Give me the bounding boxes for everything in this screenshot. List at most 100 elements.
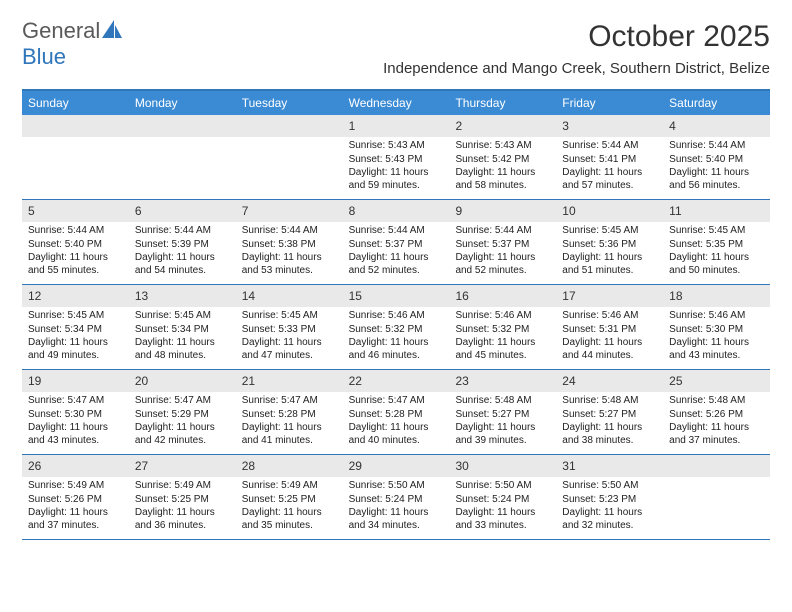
daylight-text: Daylight: 11 hours and 43 minutes. (669, 337, 764, 362)
day-number: 1 (343, 115, 450, 137)
sunset-text: Sunset: 5:26 PM (669, 409, 764, 422)
sunset-text: Sunset: 5:35 PM (669, 239, 764, 252)
sunset-text: Sunset: 5:34 PM (135, 324, 230, 337)
sunrise-text: Sunrise: 5:45 AM (135, 310, 230, 323)
daylight-text: Daylight: 11 hours and 51 minutes. (562, 252, 657, 277)
sunrise-text: Sunrise: 5:48 AM (562, 395, 657, 408)
dow-saturday: Saturday (663, 91, 770, 115)
daylight-text: Daylight: 11 hours and 46 minutes. (349, 337, 444, 362)
day-body: Sunrise: 5:45 AMSunset: 5:34 PMDaylight:… (129, 307, 236, 369)
day-number (22, 115, 129, 137)
sunrise-text: Sunrise: 5:44 AM (242, 225, 337, 238)
sunrise-text: Sunrise: 5:45 AM (562, 225, 657, 238)
daylight-text: Daylight: 11 hours and 45 minutes. (455, 337, 550, 362)
day-body: Sunrise: 5:50 AMSunset: 5:23 PMDaylight:… (556, 477, 663, 539)
sunset-text: Sunset: 5:40 PM (669, 154, 764, 167)
sunrise-text: Sunrise: 5:44 AM (349, 225, 444, 238)
sunrise-text: Sunrise: 5:44 AM (562, 140, 657, 153)
sunset-text: Sunset: 5:42 PM (455, 154, 550, 167)
day-number: 30 (449, 455, 556, 477)
day-body: Sunrise: 5:46 AMSunset: 5:31 PMDaylight:… (556, 307, 663, 369)
day-number: 20 (129, 370, 236, 392)
sunset-text: Sunset: 5:30 PM (28, 409, 123, 422)
daylight-text: Daylight: 11 hours and 54 minutes. (135, 252, 230, 277)
daylight-text: Daylight: 11 hours and 55 minutes. (28, 252, 123, 277)
day-number: 17 (556, 285, 663, 307)
day-body: Sunrise: 5:50 AMSunset: 5:24 PMDaylight:… (343, 477, 450, 539)
calendar-cell: 19Sunrise: 5:47 AMSunset: 5:30 PMDayligh… (22, 370, 129, 454)
day-body: Sunrise: 5:48 AMSunset: 5:26 PMDaylight:… (663, 392, 770, 454)
day-number: 3 (556, 115, 663, 137)
sunrise-text: Sunrise: 5:43 AM (349, 140, 444, 153)
daylight-text: Daylight: 11 hours and 35 minutes. (242, 507, 337, 532)
day-number: 19 (22, 370, 129, 392)
calendar-cell: 23Sunrise: 5:48 AMSunset: 5:27 PMDayligh… (449, 370, 556, 454)
calendar-cell: 5Sunrise: 5:44 AMSunset: 5:40 PMDaylight… (22, 200, 129, 284)
day-body: Sunrise: 5:45 AMSunset: 5:36 PMDaylight:… (556, 222, 663, 284)
dow-thursday: Thursday (449, 91, 556, 115)
daylight-text: Daylight: 11 hours and 59 minutes. (349, 167, 444, 192)
sunset-text: Sunset: 5:29 PM (135, 409, 230, 422)
day-body: Sunrise: 5:50 AMSunset: 5:24 PMDaylight:… (449, 477, 556, 539)
sunset-text: Sunset: 5:28 PM (242, 409, 337, 422)
calendar-cell: 9Sunrise: 5:44 AMSunset: 5:37 PMDaylight… (449, 200, 556, 284)
dow-monday: Monday (129, 91, 236, 115)
day-body: Sunrise: 5:44 AMSunset: 5:39 PMDaylight:… (129, 222, 236, 284)
calendar-cell: 27Sunrise: 5:49 AMSunset: 5:25 PMDayligh… (129, 455, 236, 539)
daylight-text: Daylight: 11 hours and 44 minutes. (562, 337, 657, 362)
sunset-text: Sunset: 5:27 PM (562, 409, 657, 422)
daylight-text: Daylight: 11 hours and 41 minutes. (242, 422, 337, 447)
day-body: Sunrise: 5:44 AMSunset: 5:40 PMDaylight:… (663, 137, 770, 199)
daylight-text: Daylight: 11 hours and 38 minutes. (562, 422, 657, 447)
day-number: 4 (663, 115, 770, 137)
day-number (129, 115, 236, 137)
calendar-cell: 7Sunrise: 5:44 AMSunset: 5:38 PMDaylight… (236, 200, 343, 284)
day-body (663, 477, 770, 535)
calendar-cell: 13Sunrise: 5:45 AMSunset: 5:34 PMDayligh… (129, 285, 236, 369)
day-body (236, 137, 343, 195)
day-body: Sunrise: 5:49 AMSunset: 5:26 PMDaylight:… (22, 477, 129, 539)
dow-wednesday: Wednesday (343, 91, 450, 115)
day-body: Sunrise: 5:47 AMSunset: 5:29 PMDaylight:… (129, 392, 236, 454)
day-number: 27 (129, 455, 236, 477)
sunrise-text: Sunrise: 5:45 AM (669, 225, 764, 238)
day-body: Sunrise: 5:43 AMSunset: 5:43 PMDaylight:… (343, 137, 450, 199)
day-number: 31 (556, 455, 663, 477)
calendar-cell: 15Sunrise: 5:46 AMSunset: 5:32 PMDayligh… (343, 285, 450, 369)
sunset-text: Sunset: 5:43 PM (349, 154, 444, 167)
calendar-cell: 30Sunrise: 5:50 AMSunset: 5:24 PMDayligh… (449, 455, 556, 539)
sunrise-text: Sunrise: 5:47 AM (28, 395, 123, 408)
sunset-text: Sunset: 5:32 PM (455, 324, 550, 337)
calendar-cell: 14Sunrise: 5:45 AMSunset: 5:33 PMDayligh… (236, 285, 343, 369)
day-body: Sunrise: 5:48 AMSunset: 5:27 PMDaylight:… (556, 392, 663, 454)
sunrise-text: Sunrise: 5:45 AM (242, 310, 337, 323)
calendar-cell: 2Sunrise: 5:43 AMSunset: 5:42 PMDaylight… (449, 115, 556, 199)
day-body: Sunrise: 5:44 AMSunset: 5:37 PMDaylight:… (449, 222, 556, 284)
sunrise-text: Sunrise: 5:46 AM (349, 310, 444, 323)
daylight-text: Daylight: 11 hours and 52 minutes. (455, 252, 550, 277)
sunset-text: Sunset: 5:40 PM (28, 239, 123, 252)
day-number: 28 (236, 455, 343, 477)
calendar-cell (22, 115, 129, 199)
daylight-text: Daylight: 11 hours and 56 minutes. (669, 167, 764, 192)
day-number: 13 (129, 285, 236, 307)
sunrise-text: Sunrise: 5:49 AM (242, 480, 337, 493)
brand-text-1: General (22, 18, 100, 43)
daylight-text: Daylight: 11 hours and 58 minutes. (455, 167, 550, 192)
sunset-text: Sunset: 5:25 PM (242, 494, 337, 507)
sunset-text: Sunset: 5:36 PM (562, 239, 657, 252)
sunrise-text: Sunrise: 5:47 AM (242, 395, 337, 408)
day-number: 23 (449, 370, 556, 392)
day-body: Sunrise: 5:44 AMSunset: 5:41 PMDaylight:… (556, 137, 663, 199)
sunrise-text: Sunrise: 5:44 AM (135, 225, 230, 238)
sunset-text: Sunset: 5:23 PM (562, 494, 657, 507)
sunrise-text: Sunrise: 5:44 AM (28, 225, 123, 238)
day-number: 9 (449, 200, 556, 222)
day-number: 24 (556, 370, 663, 392)
brand-logo: General Blue (22, 20, 122, 68)
sunrise-text: Sunrise: 5:46 AM (562, 310, 657, 323)
sunset-text: Sunset: 5:41 PM (562, 154, 657, 167)
day-number: 22 (343, 370, 450, 392)
calendar-cell (129, 115, 236, 199)
daylight-text: Daylight: 11 hours and 40 minutes. (349, 422, 444, 447)
